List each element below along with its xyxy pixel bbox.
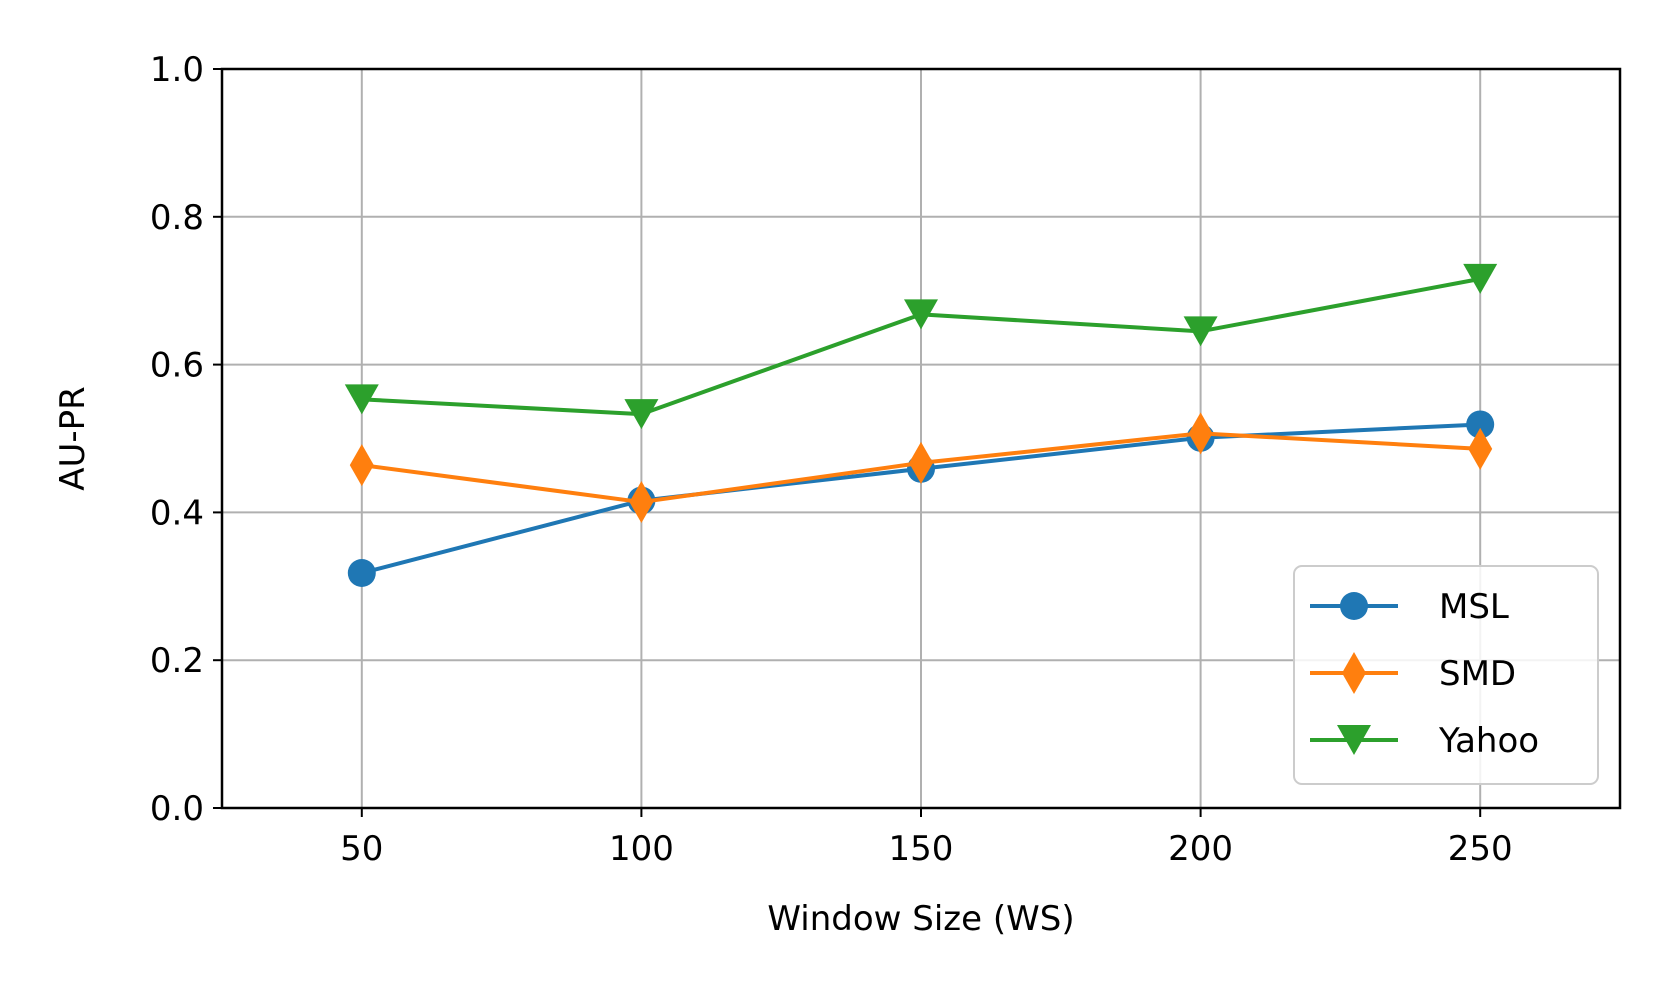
y-tick-label: 0.8 [150,198,204,238]
x-tick-label: 100 [609,829,674,869]
data-point-smd [1188,412,1213,455]
y-tick-label: 0.0 [150,789,204,829]
x-axis-label: Window Size (WS) [767,899,1074,939]
data-point-msl [1466,410,1495,439]
legend-label-msl: MSL [1439,587,1509,627]
legend-item-msl: MSL [1310,587,1509,627]
legend-marker-yahoo [1337,725,1371,755]
series-yahoo [344,263,1498,430]
y-tick-label: 1.0 [150,50,204,90]
legend-label-yahoo: Yahoo [1438,721,1539,761]
data-point-smd [909,441,933,484]
data-point-yahoo [1183,316,1218,347]
data-point-yahoo [624,399,659,430]
x-tick-label: 150 [889,829,954,869]
data-point-yahoo [344,384,379,415]
legend-marker-smd [1342,652,1366,694]
axis-ticks: 50 100 150 200 250 0.0 0.2 0.4 0.6 0.8 1.0 [150,50,1513,869]
legend-item-yahoo: Yahoo [1310,721,1539,761]
y-tick-label: 0.4 [150,493,204,533]
data-point-yahoo [1463,263,1498,294]
legend: MSL SMD Yahoo [1293,565,1599,785]
legend-item-smd: SMD [1310,652,1516,694]
series-group [344,263,1498,587]
legend-marker-msl [1340,592,1368,620]
x-tick-label: 250 [1448,829,1513,869]
series-smd [349,412,1493,524]
data-point-smd [349,444,374,487]
legend-box [1293,565,1599,785]
data-point-smd [629,481,654,524]
y-tick-label: 0.6 [150,346,204,386]
y-tick-label: 0.2 [150,641,204,681]
x-tick-label: 200 [1168,829,1233,869]
x-tick-label: 50 [340,829,383,869]
legend-label-smd: SMD [1439,654,1516,694]
data-point-yahoo [904,299,938,330]
data-point-msl [347,558,376,587]
y-axis-label: AU-PR [53,386,93,491]
data-point-smd [1468,427,1493,470]
